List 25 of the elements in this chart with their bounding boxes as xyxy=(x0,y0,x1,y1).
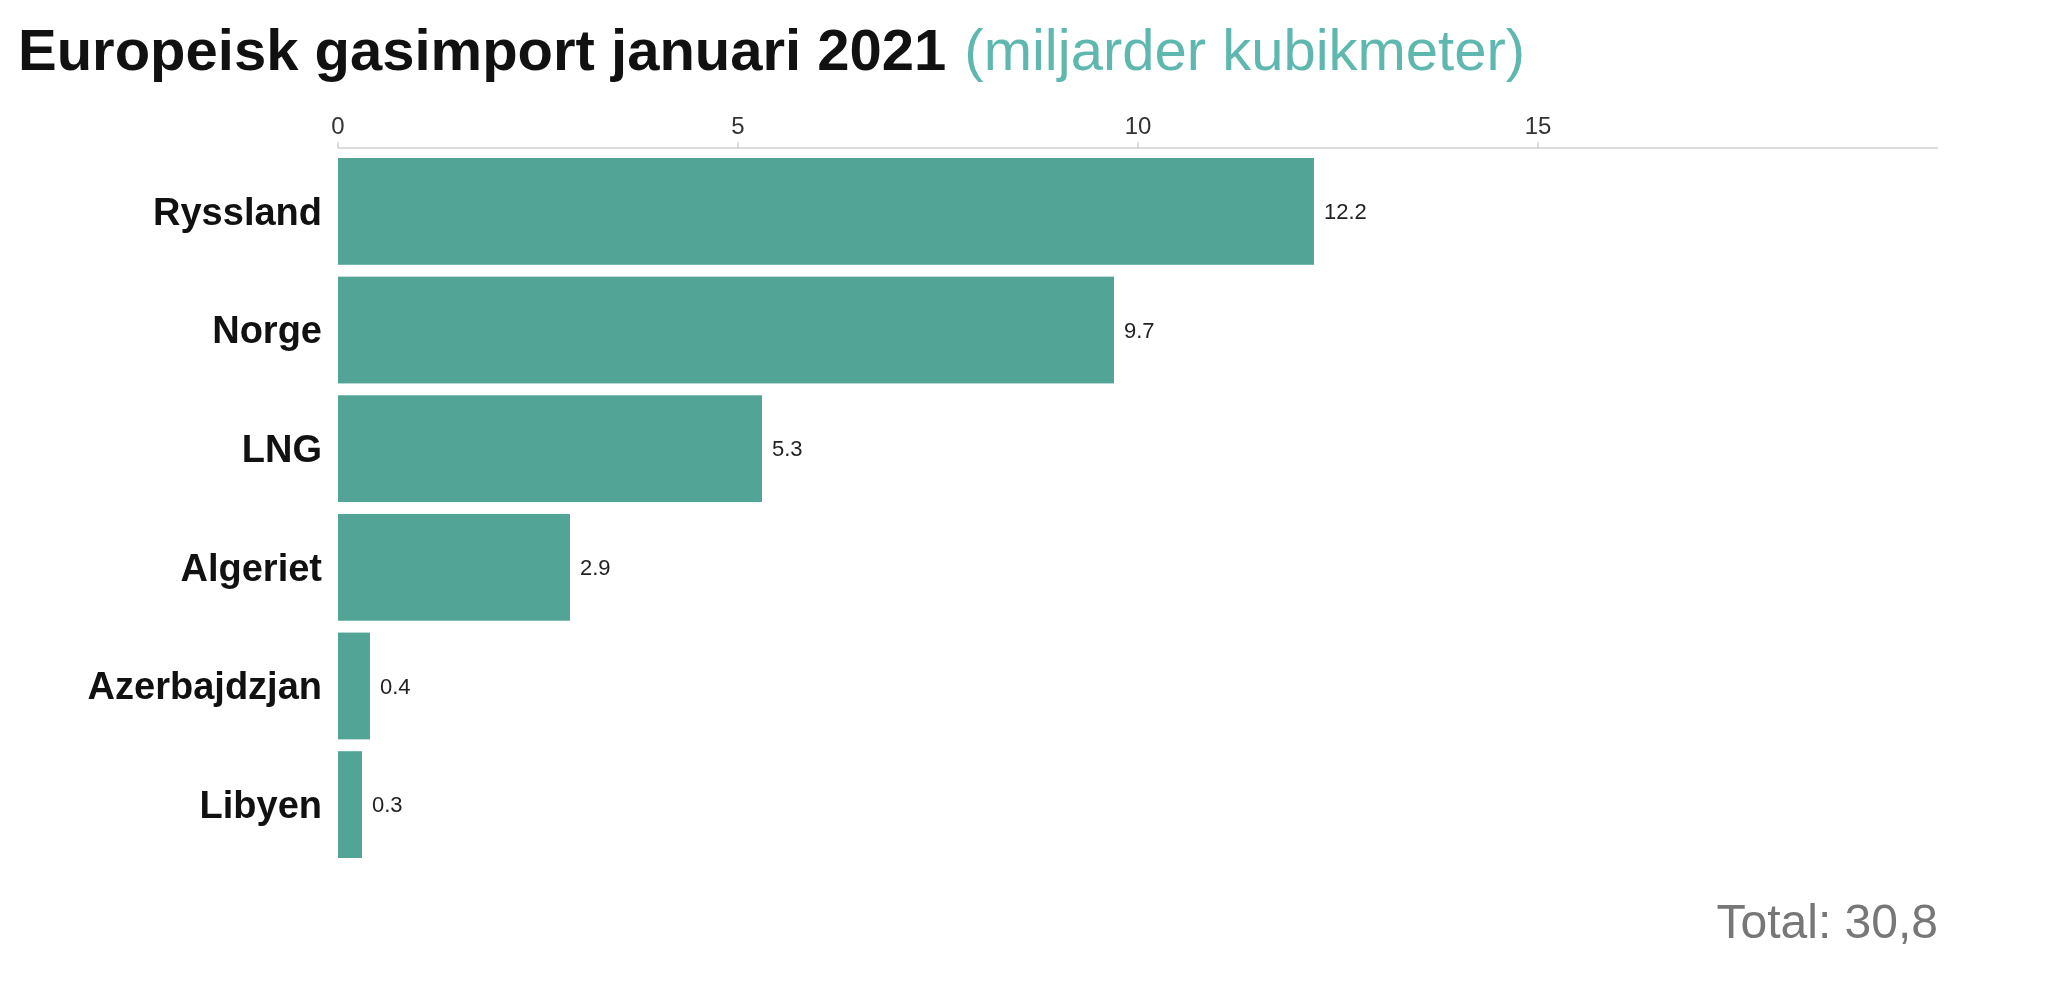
chart-title: Europeisk gasimport januari 2021 xyxy=(18,17,947,82)
y-tick-label: Azerbajdzjan xyxy=(87,665,322,708)
bar xyxy=(338,395,762,503)
chart-subtitle: (miljarder kubikmeter) xyxy=(964,17,1526,82)
data-label: 2.9 xyxy=(580,555,611,581)
y-tick-label: Algeriet xyxy=(180,546,323,589)
y-tick-label: Ryssland xyxy=(153,190,322,233)
data-label: 0.4 xyxy=(380,673,411,699)
bar xyxy=(338,158,1314,265)
bar xyxy=(338,276,1114,384)
data-label: 0.3 xyxy=(372,792,403,818)
bar xyxy=(338,751,362,858)
y-tick-label: LNG xyxy=(241,427,322,470)
data-label: 5.3 xyxy=(772,436,803,462)
x-tick-label: 15 xyxy=(1524,112,1552,139)
x-tick-label: 0 xyxy=(331,112,345,139)
data-label: 9.7 xyxy=(1124,317,1155,343)
bar xyxy=(338,632,370,740)
bar xyxy=(338,513,570,621)
x-tick-label: 5 xyxy=(731,112,745,139)
data-label: 12.2 xyxy=(1324,199,1367,225)
y-tick-label: Norge xyxy=(212,309,322,352)
x-tick-label: 10 xyxy=(1124,112,1152,139)
text: Total: 30,8 xyxy=(1716,895,1938,948)
y-tick-label: Libyen xyxy=(199,783,322,826)
